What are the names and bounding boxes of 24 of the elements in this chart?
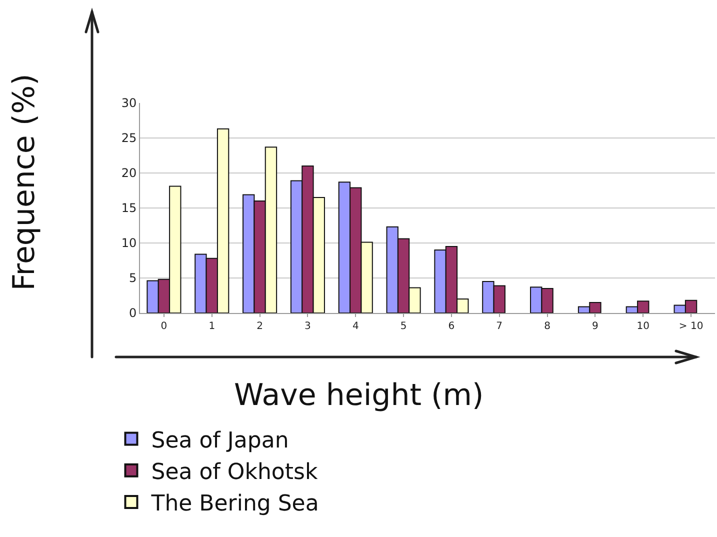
y-tick-label: 0 (128, 306, 137, 320)
x-tick-label: 1 (208, 321, 216, 332)
y-tick-label: 20 (121, 166, 137, 180)
x-tick-label: 3 (304, 321, 311, 332)
x-tick-label: 4 (352, 321, 359, 332)
x-tick-label: 2 (256, 321, 263, 332)
x-tick-label: 7 (496, 321, 503, 332)
x-tick-label: 9 (592, 321, 598, 332)
legend-label: The Bering Sea (150, 492, 319, 517)
x-tick-label: 8 (544, 321, 550, 332)
x-tick-label: > 10 (678, 321, 704, 332)
y-tick-label: 5 (128, 271, 137, 286)
legend-label: Sea of Okhotsk (151, 460, 318, 485)
y-tick-label: 10 (121, 236, 137, 250)
x-tick-label: 10 (636, 321, 650, 332)
y-tick-label: 15 (121, 201, 137, 216)
x-tick-label: 0 (160, 321, 168, 332)
x-tick-label: 6 (448, 321, 455, 332)
y-tick-label: 30 (121, 96, 137, 110)
x-axis-title: Wave height (m) (234, 378, 484, 413)
legend-label: Sea of Japan (151, 428, 289, 454)
y-tick-label: 25 (121, 131, 137, 146)
y-axis-title: Frequence (%) (7, 74, 42, 291)
x-tick-label: 5 (400, 321, 407, 332)
